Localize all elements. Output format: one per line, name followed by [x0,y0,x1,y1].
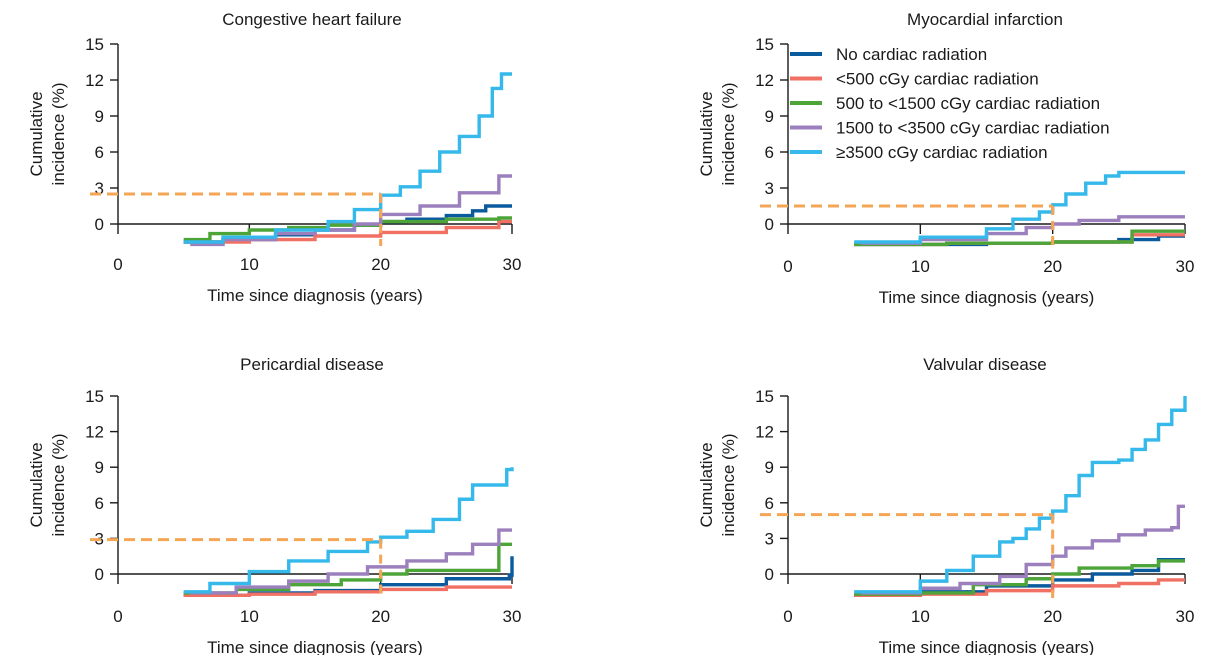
x-tick-label: 20 [1043,257,1062,276]
y-tick-label: 9 [95,107,104,126]
y-tick-label: 12 [755,71,774,90]
chart-title: Myocardial infarction [907,10,1063,29]
x-tick-label: 30 [503,255,522,274]
x-tick-label: 0 [783,607,792,626]
x-tick-label: 10 [911,607,930,626]
x-tick-label: 0 [783,257,792,276]
x-tick-label: 10 [240,255,259,274]
y-tick-label: 0 [765,565,774,584]
legend-label-lt500: <500 cGy cardiac radiation [836,70,1039,89]
y-axis-label-line: incidence (%) [49,83,68,186]
x-axis-label: Time since diagnosis (years) [879,288,1095,307]
chart-title: Congestive heart failure [222,10,402,29]
series-line-r1500_3500 [860,504,1185,595]
y-tick-label: 15 [755,35,774,54]
y-axis-label-line: incidence (%) [49,434,68,537]
series-line-ge3500 [854,396,1187,594]
legend-label-none: No cardiac radiation [836,45,987,64]
y-axis-label-line: Cumulative [697,442,716,527]
y-tick-label: 0 [95,215,104,234]
y-tick-label: 3 [765,179,774,198]
y-tick-label: 3 [765,529,774,548]
y-tick-label: 0 [765,215,774,234]
y-tick-label: 9 [765,458,774,477]
legend-label-r500_1500: 500 to <1500 cGy cardiac radiation [836,94,1100,113]
series-line-r1500_3500 [190,528,512,595]
y-tick-label: 6 [765,494,774,513]
x-tick-label: 20 [1043,607,1062,626]
series-line-r1500_3500 [860,215,1185,245]
x-axis-label: Time since diagnosis (years) [207,638,423,655]
series-line-ge3500 [183,72,512,244]
x-axis-label: Time since diagnosis (years) [207,286,423,305]
chart-panel-1: Congestive heart failure 0 3 6 9 12 15 0 10 20 30 T… [27,10,521,305]
chart-panel-2: Myocardial infarction 0 3 6 9 12 15 0 10 20 30 Time… [697,10,1194,307]
y-tick-label: 9 [765,107,774,126]
y-tick-label: 12 [755,423,774,442]
y-tick-label: 12 [85,423,104,442]
chart-title: Valvular disease [923,355,1046,374]
y-tick-label: 6 [765,143,774,162]
y-axis-label: Cumulative incidence (%) [27,434,68,537]
x-tick-label: 20 [371,255,390,274]
y-axis-label-line: incidence (%) [719,83,738,186]
y-axis-label: Cumulative incidence (%) [27,83,68,186]
y-axis-label-line: Cumulative [27,442,46,527]
y-tick-label: 6 [95,494,104,513]
chart-panel-4: Valvular disease 0 3 6 9 12 15 0 10 20 30 Time sinc… [697,355,1194,655]
series-line-none [183,556,514,598]
y-axis-label: Cumulative incidence (%) [697,434,738,537]
y-tick-label: 15 [85,35,104,54]
x-tick-label: 0 [113,607,122,626]
y-tick-label: 0 [95,565,104,584]
y-tick-label: 12 [85,71,104,90]
y-tick-label: 15 [85,387,104,406]
y-tick-label: 9 [95,458,104,477]
x-tick-label: 30 [1176,607,1195,626]
y-axis-label-line: Cumulative [697,91,716,176]
series-line-r500_1500 [183,542,512,595]
y-tick-label: 6 [95,143,104,162]
series-line-lt500 [183,585,512,598]
x-tick-label: 20 [371,607,390,626]
y-axis-label-line: incidence (%) [719,434,738,537]
y-tick-label: 15 [755,387,774,406]
legend-label-r1500_3500: 1500 to <3500 cGy cardiac radiation [836,119,1110,138]
x-tick-label: 10 [240,607,259,626]
x-tick-label: 30 [1176,257,1195,276]
x-tick-label: 0 [113,255,122,274]
chart-title: Pericardial disease [240,355,384,374]
legend-label-ge3500: ≥3500 cGy cardiac radiation [836,143,1048,162]
y-tick-label: 3 [95,179,104,198]
series-line-ge3500 [183,467,514,594]
y-axis-label: Cumulative incidence (%) [697,83,738,186]
x-axis-label: Time since diagnosis (years) [879,638,1095,655]
y-axis-label-line: Cumulative [27,91,46,176]
legend: No cardiac radiation <500 cGy cardiac rad… [790,45,1110,162]
x-tick-label: 30 [503,607,522,626]
x-tick-label: 10 [911,257,930,276]
